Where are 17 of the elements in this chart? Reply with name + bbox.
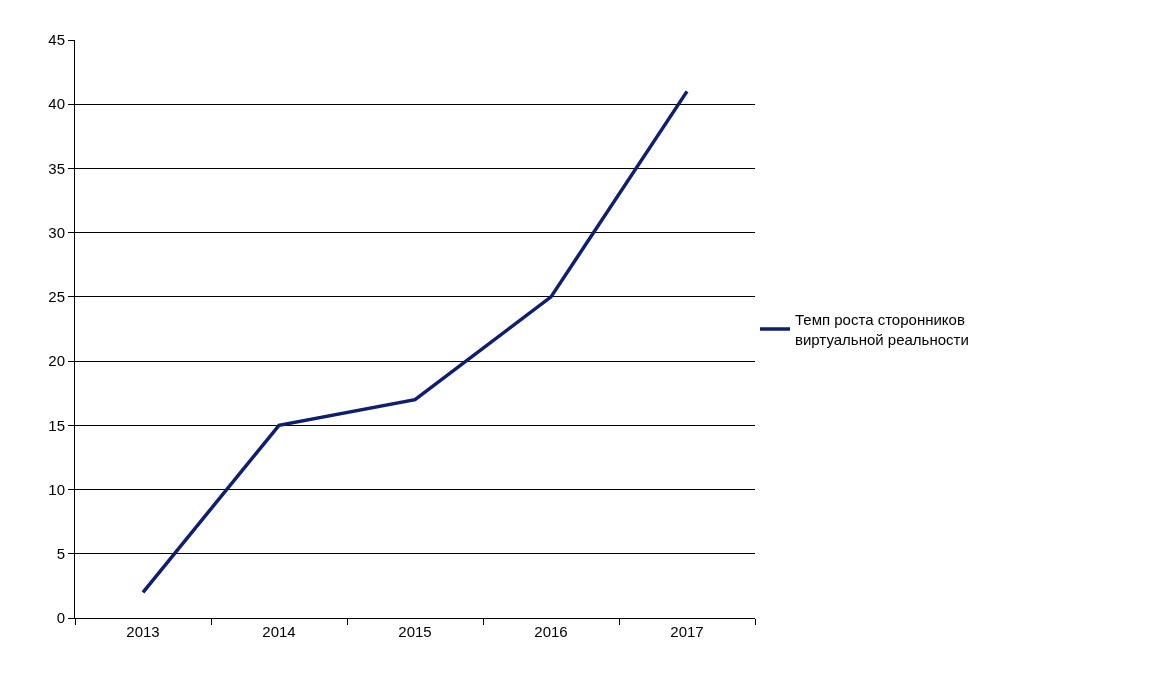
y-tick-label: 15 xyxy=(48,416,65,434)
y-tick-label: 20 xyxy=(48,352,65,370)
y-tick-label: 5 xyxy=(56,545,65,563)
legend-label: Темп роста сторонников виртуальной реальности xyxy=(795,311,969,348)
x-tick-label: 2013 xyxy=(126,623,160,640)
y-tick-label: 45 xyxy=(48,31,65,49)
y-tick-label: 25 xyxy=(48,288,65,306)
y-tick-label: 30 xyxy=(48,223,65,241)
y-tick-label: 35 xyxy=(48,159,65,177)
x-tick-label: 2015 xyxy=(398,623,432,640)
line-series xyxy=(141,89,689,595)
y-tick-label: 10 xyxy=(48,480,65,498)
y-tick-label: 40 xyxy=(48,95,65,113)
x-tick-label: 2017 xyxy=(670,623,704,640)
x-tick-label: 2016 xyxy=(534,623,568,640)
y-tick-label: 0 xyxy=(56,609,65,627)
x-tick-label: 2014 xyxy=(262,623,296,640)
